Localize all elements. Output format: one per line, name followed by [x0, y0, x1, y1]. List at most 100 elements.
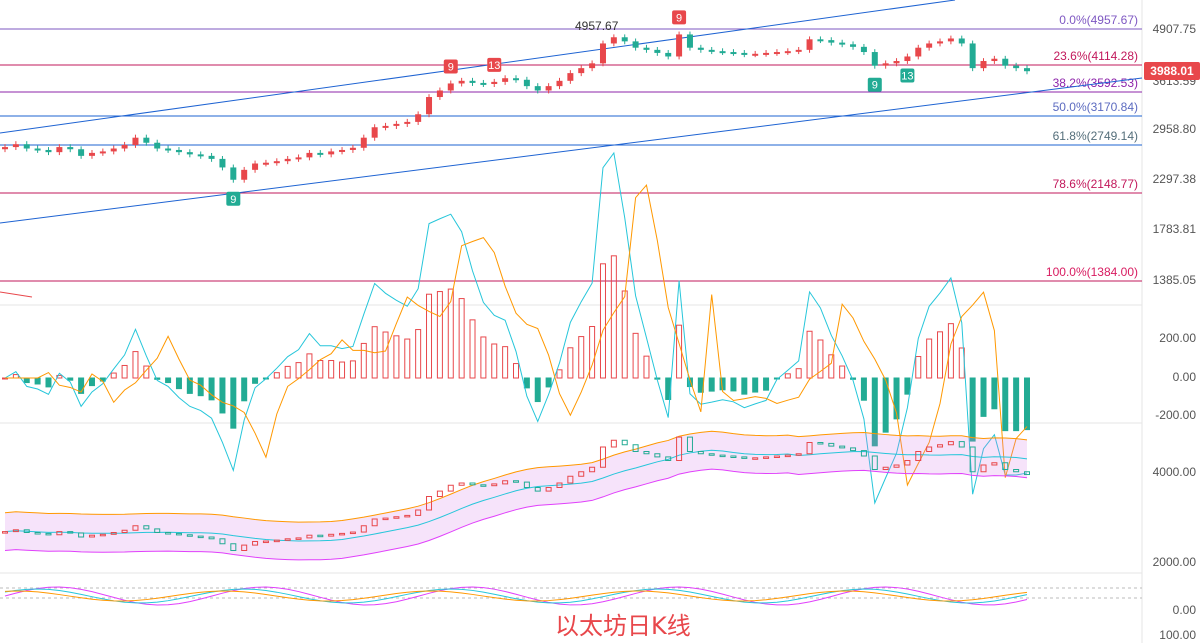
boll-candle [828, 442, 835, 447]
candle-body [708, 49, 715, 52]
boll-candle [795, 453, 802, 456]
macd-bar [947, 323, 954, 379]
boll-candle [197, 535, 204, 539]
candle-body [426, 97, 433, 115]
candle-body [871, 52, 878, 66]
boll-candle [654, 453, 661, 458]
candlesticks [2, 31, 1030, 183]
candle-body [632, 41, 639, 48]
candle-body [371, 127, 378, 138]
boll-axis-tick: 4000.00 [1153, 465, 1197, 479]
boll-candle [241, 544, 248, 551]
macd-bar [284, 365, 291, 379]
candle-body [230, 167, 237, 180]
candle-body [969, 43, 976, 69]
candle-body [154, 142, 161, 149]
boll-candle [958, 441, 965, 448]
macd-bar [969, 377, 976, 442]
boll-candle [393, 516, 400, 519]
candle-body [676, 34, 683, 57]
candle-body [252, 163, 259, 170]
candle-body [273, 161, 280, 164]
macd-bar [45, 377, 52, 388]
candle-body [534, 86, 541, 91]
candle-body [132, 137, 139, 145]
candle-body [88, 152, 95, 156]
price-axis-tick: 1783.81 [1153, 222, 1197, 236]
macd-dif-line [4, 151, 1028, 505]
candle-body [817, 39, 824, 42]
candle-body [56, 147, 63, 153]
candle-body [447, 83, 454, 91]
kdj-axis-tick: 100.00 [1159, 628, 1196, 642]
td-markers: 9 13 9 9 13 9 [226, 10, 915, 206]
macd-bar [208, 377, 215, 401]
candle-body [67, 147, 74, 150]
candle-body [741, 52, 748, 55]
macd-bar [632, 332, 639, 379]
boll-candle [12, 529, 19, 533]
candle-body [219, 158, 226, 168]
candle-body [904, 56, 911, 62]
macd-bar [893, 377, 900, 420]
macd-bar [643, 355, 650, 379]
decline-line [0, 291, 33, 298]
candle-body [654, 49, 661, 53]
macd-bar [937, 331, 944, 379]
macd-bar [817, 339, 824, 379]
candle-body [578, 68, 585, 74]
candle-body [882, 63, 889, 66]
candle-body [523, 79, 530, 87]
candle-body [697, 47, 704, 50]
td-marker-badge [487, 57, 502, 72]
boll-candle [165, 532, 172, 535]
boll-candle [175, 532, 182, 536]
boll-candle [480, 484, 487, 487]
channel-lower-line [0, 77, 1143, 224]
macd-bar [871, 377, 878, 447]
boll-candle [817, 442, 824, 445]
candle-body [545, 86, 552, 91]
candle-body [393, 123, 400, 126]
boll-candle [491, 483, 498, 487]
boll-candle [904, 460, 911, 466]
macd-bar [828, 354, 835, 379]
candle-body [752, 53, 759, 56]
boll-candle [208, 536, 215, 540]
candle-body [893, 61, 900, 64]
boll-candle [132, 525, 139, 531]
boll-candle [643, 451, 650, 455]
macd-bar [980, 377, 987, 417]
td-marker-label: 9 [230, 194, 236, 206]
macd-bar [795, 368, 802, 379]
candle-body [980, 61, 987, 69]
candle-body [99, 151, 106, 154]
macd-bar [480, 336, 487, 379]
macd-bar [186, 377, 193, 394]
macd-bar [306, 353, 313, 379]
boll-candle [947, 441, 954, 446]
candle-body [186, 152, 193, 155]
boll-candle [273, 539, 280, 543]
fib-label: 23.6%(4114.28) [1053, 49, 1138, 63]
boll-candle [621, 439, 628, 446]
candle-body [415, 114, 422, 122]
boll-candle [447, 484, 454, 492]
boll-candle [415, 509, 422, 516]
boll-candle [371, 518, 378, 527]
boll-candle [436, 490, 443, 498]
td-marker-badge [900, 68, 915, 83]
candle-body [306, 152, 313, 158]
bollinger-pane: 4000.00 2000.00 [2, 430, 1197, 569]
candle-body [469, 80, 476, 83]
td-marker-label: 13 [901, 70, 913, 82]
macd-bar [741, 377, 748, 395]
candle-body [328, 151, 335, 155]
td-marker-label: 9 [676, 12, 682, 24]
candle-body [295, 157, 302, 160]
candle-body [175, 149, 182, 153]
boll-candle [665, 456, 672, 461]
candle-body [339, 149, 346, 152]
boll-upper-line [4, 430, 1028, 523]
macd-bar [752, 377, 759, 393]
